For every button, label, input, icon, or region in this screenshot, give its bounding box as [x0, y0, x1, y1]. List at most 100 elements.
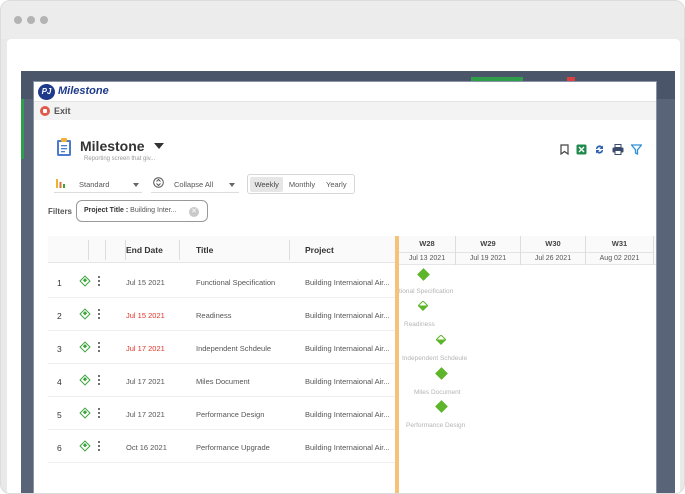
bookmark-icon[interactable] [558, 143, 570, 155]
table-row[interactable]: 4 Jul 17 2021 Miles Document Building Inter… [48, 364, 398, 397]
gantt-week: W30 Jul 26 2021 [521, 236, 586, 265]
bar-chart-icon [56, 179, 65, 188]
table-row[interactable]: 1 Jul 15 2021 Functional Specification Buil… [48, 265, 398, 298]
window-dot-maximize[interactable] [40, 16, 48, 24]
window-dot-close[interactable] [14, 16, 22, 24]
window-dot-minimize[interactable] [27, 16, 35, 24]
gantt-week-label: W28 [419, 239, 435, 248]
gantt-week-label: W30 [545, 239, 561, 248]
page-subtitle: Reporting screen that giv... [84, 156, 156, 162]
row-number: 1 [57, 278, 62, 288]
filter-chip-value: Building Inter... [130, 207, 177, 214]
milestone-label: Performance Design [406, 422, 466, 429]
collapse-select-chevron-icon[interactable] [229, 183, 235, 187]
end-date-cell: Jul 15 2021 [126, 278, 165, 287]
milestone-window: PJ Milestone Exit Milestone Reporting sc… [33, 81, 657, 493]
gantt-header: W28 Jul 13 2021 W29 Jul 19 2021 W30 Jul … [399, 236, 656, 265]
pane-splitter[interactable] [395, 236, 399, 493]
grid-header: End Date Title Project [48, 236, 398, 263]
project-cell: Building Internaional Air... [305, 278, 390, 287]
timescale-weekly[interactable]: Weekly [250, 176, 284, 192]
gantt-week-label: W31 [611, 239, 628, 248]
row-number: 3 [57, 344, 62, 354]
row-menu-icon[interactable] [98, 375, 100, 385]
gantt-week-date: Jul 26 2021 [521, 252, 585, 262]
column-title[interactable]: Title [196, 245, 214, 255]
exit-icon[interactable] [40, 106, 50, 116]
milestone-marker[interactable] [418, 301, 428, 311]
project-cell: Building Internaional Air... [305, 410, 390, 419]
collapse-select-underline [151, 192, 239, 193]
exit-button[interactable]: Exit [54, 106, 71, 116]
background-red-badge [567, 77, 575, 81]
end-date-cell: Jul 17 2021 [126, 377, 165, 386]
row-number: 5 [57, 410, 62, 420]
title-cell: Miles Document [196, 377, 250, 386]
end-date-cell: Jul 15 2021 [126, 311, 165, 320]
filter-icon[interactable] [630, 143, 642, 155]
title-dropdown-icon[interactable] [154, 143, 164, 149]
gantt-body: tional Specification Readiness Independe… [399, 265, 656, 493]
project-cell: Building Internaional Air... [305, 311, 390, 320]
table-row[interactable]: 3 Jul 17 2021 Independent Schdeule Building… [48, 331, 398, 364]
title-cell: Readiness [196, 311, 232, 320]
table-row[interactable]: 6 Oct 16 2021 Performance Upgrade Building … [48, 430, 398, 463]
milestone-icon [79, 308, 91, 320]
project-cell: Building Internaional Air... [305, 443, 390, 452]
end-date-cell: Jul 17 2021 [126, 410, 165, 419]
gantt-week: W28 Jul 13 2021 [399, 236, 456, 265]
background-accent [21, 99, 24, 159]
page-title: Milestone [80, 138, 145, 154]
row-menu-icon[interactable] [98, 342, 100, 352]
view-select-chevron-icon[interactable] [133, 183, 139, 187]
title-cell: Independent Schdeule [196, 344, 272, 353]
sync-icon[interactable] [593, 143, 605, 155]
milestone-marker[interactable] [436, 335, 446, 345]
clipboard-icon [57, 138, 71, 156]
row-number: 6 [57, 443, 62, 453]
milestone-icon [79, 275, 91, 287]
milestone-marker[interactable] [435, 400, 448, 413]
milestone-marker[interactable] [417, 268, 430, 281]
title-cell: Performance Upgrade [196, 443, 270, 452]
table-row[interactable]: 5 Jul 17 2021 Performance Design Building I… [48, 397, 398, 430]
row-number: 4 [57, 377, 62, 387]
print-icon[interactable] [612, 143, 624, 155]
row-menu-icon[interactable] [98, 408, 100, 418]
project-cell: Building Internaional Air... [305, 377, 390, 386]
filter-chip[interactable]: Project Title : Building Inter... ✕ [76, 200, 208, 222]
milestone-icon [79, 374, 91, 386]
gantt-week-date: Jul 13 2021 [399, 252, 455, 262]
filter-chip-key: Project Title : [84, 207, 129, 214]
filter-chip-text: Project Title : Building Inter... [84, 207, 176, 214]
gantt-week-date: Aug 02 2021 [586, 252, 653, 262]
milestone-label: Readiness [404, 321, 435, 328]
row-menu-icon[interactable] [98, 441, 100, 451]
timescale-monthly[interactable]: Monthly [288, 179, 316, 189]
milestone-icon [79, 407, 91, 419]
remove-filter-icon[interactable]: ✕ [189, 207, 199, 217]
brand-name: Milestone [58, 85, 109, 97]
title-cell: Functional Specification [196, 278, 276, 287]
milestone-label: tional Specification [399, 288, 454, 295]
window-titlebar: PJ Milestone [34, 82, 656, 102]
end-date-cell: Jul 17 2021 [126, 344, 165, 353]
table-row[interactable]: 2 Jul 15 2021 Readiness Building Internaion… [48, 298, 398, 331]
collapse-select[interactable]: Collapse All [174, 180, 214, 189]
milestone-marker[interactable] [435, 367, 448, 380]
excel-export-icon[interactable] [575, 143, 587, 155]
view-select[interactable]: Standard [79, 180, 110, 189]
column-end-date[interactable]: End Date [126, 245, 163, 255]
milestone-label: Independent Schdeule [402, 355, 468, 362]
row-number: 2 [57, 311, 62, 321]
end-date-cell: Oct 16 2021 [126, 443, 167, 452]
row-menu-icon[interactable] [98, 276, 100, 286]
timescale-yearly[interactable]: Yearly [326, 179, 347, 189]
milestone-label: Miles Document [414, 389, 461, 396]
column-project[interactable]: Project [305, 245, 334, 255]
exit-bar: Exit [34, 102, 656, 120]
milestone-icon [79, 341, 91, 353]
gantt-week: W29 Jul 19 2021 [456, 236, 521, 265]
row-menu-icon[interactable] [98, 309, 100, 319]
